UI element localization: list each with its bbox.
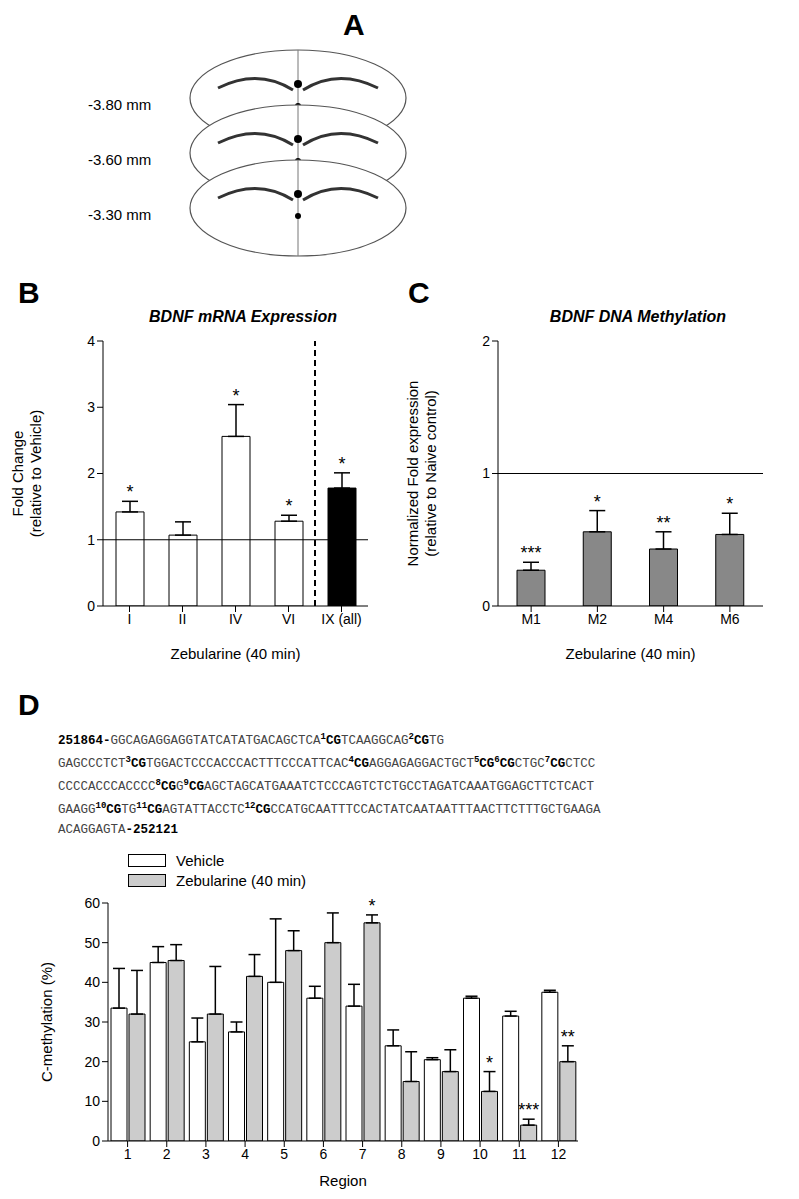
svg-text:C-methylation (%): C-methylation (%) xyxy=(38,962,55,1082)
svg-text:4: 4 xyxy=(87,333,95,349)
svg-text:2: 2 xyxy=(87,465,95,481)
svg-text:*: * xyxy=(368,896,375,916)
svg-text:4: 4 xyxy=(241,1146,249,1162)
svg-text:*: * xyxy=(126,482,133,502)
html-text:251864- GGCAGAGGAGGTATCATATGAC: 251864- GGCAGAGGAGGTATCATATGACAGCTCA1CG … xyxy=(58,732,444,749)
svg-text:60: 60 xyxy=(84,895,100,911)
svg-text:9: 9 xyxy=(437,1146,445,1162)
svg-text:Zebularine (40 min): Zebularine (40 min) xyxy=(565,645,695,662)
svg-text:40: 40 xyxy=(84,974,100,990)
svg-text:8: 8 xyxy=(398,1146,406,1162)
svg-text:IV: IV xyxy=(229,611,243,627)
svg-text:2: 2 xyxy=(482,333,490,349)
svg-text:*: * xyxy=(726,494,733,514)
svg-text:50: 50 xyxy=(84,935,100,951)
svg-text:*: * xyxy=(285,496,292,516)
html-text:A: A xyxy=(343,8,365,41)
svg-text:1: 1 xyxy=(482,465,490,481)
svg-text:Normalized Fold expression(rel: Normalized Fold expression(relative to N… xyxy=(404,381,439,567)
svg-text:30: 30 xyxy=(84,1014,100,1030)
html-text:GAGCCCTCT3CG TGGACTCCCACCCACTT: GAGCCCTCT3CG TGGACTCCCACCCACTTTCCCATTCAC… xyxy=(58,755,596,772)
svg-text:1: 1 xyxy=(87,532,95,548)
html-text:CCCCACCCACCCC8CG G9CG AGCTAGCA: CCCCACCCACCCC8CG G9CG AGCTAGCATGAAATCTCC… xyxy=(58,778,594,795)
svg-text:7: 7 xyxy=(359,1146,367,1162)
svg-text:*: * xyxy=(594,492,601,512)
svg-text:Zebularine (40 min): Zebularine (40 min) xyxy=(170,645,300,662)
html-text:B: B xyxy=(18,276,40,309)
svg-text:11: 11 xyxy=(512,1146,527,1162)
svg-text:12: 12 xyxy=(551,1146,567,1162)
html-text:ACAGGAGTA -252121: ACAGGAGTA -252121 xyxy=(58,822,178,837)
svg-text:10: 10 xyxy=(84,1093,100,1109)
svg-text:0: 0 xyxy=(482,598,490,614)
svg-text:0: 0 xyxy=(87,598,95,614)
svg-text:M6: M6 xyxy=(720,611,740,627)
svg-text:*: * xyxy=(486,1053,493,1073)
html-text:-3.30 mm: -3.30 mm xyxy=(88,206,152,223)
svg-text:**: ** xyxy=(561,1027,575,1047)
svg-text:I: I xyxy=(128,611,132,627)
html-text:-3.60 mm: -3.60 mm xyxy=(88,151,152,168)
svg-text:3: 3 xyxy=(87,399,95,415)
svg-text:2: 2 xyxy=(163,1146,171,1162)
svg-text:5: 5 xyxy=(280,1146,288,1162)
svg-text:VI: VI xyxy=(282,611,295,627)
html-text:-3.80 mm: -3.80 mm xyxy=(88,96,152,113)
svg-text:***: *** xyxy=(520,543,541,563)
html-text:D: D xyxy=(18,688,40,721)
svg-text:0: 0 xyxy=(92,1133,100,1149)
svg-text:10: 10 xyxy=(472,1146,488,1162)
svg-text:1: 1 xyxy=(124,1146,132,1162)
svg-text:***: *** xyxy=(518,1100,539,1120)
svg-text:Region: Region xyxy=(319,1172,367,1189)
svg-text:6: 6 xyxy=(320,1146,328,1162)
svg-text:IX (all): IX (all) xyxy=(321,611,361,627)
svg-text:M2: M2 xyxy=(588,611,608,627)
html-text:BDNF mRNA Expression: BDNF mRNA Expression xyxy=(149,308,337,325)
svg-text:II: II xyxy=(179,611,187,627)
svg-text:*: * xyxy=(232,386,239,406)
svg-text:*: * xyxy=(338,454,345,474)
html-text:Vehicle: Vehicle xyxy=(176,851,225,869)
svg-text:Fold Change(relative to Vehicl: Fold Change(relative to Vehicle) xyxy=(9,410,44,538)
html-text:BDNF DNA Methylation: BDNF DNA Methylation xyxy=(549,308,727,325)
svg-text:**: ** xyxy=(656,513,670,533)
svg-text:3: 3 xyxy=(202,1146,210,1162)
svg-text:M1: M1 xyxy=(521,611,541,627)
svg-text:20: 20 xyxy=(84,1054,100,1070)
svg-text:M4: M4 xyxy=(654,611,674,627)
html-text:C: C xyxy=(408,276,430,309)
html-text:GAAGG10CG TG11CG AGTATTACCTC12: GAAGG10CG TG11CG AGTATTACCTC12CG CCATGCA… xyxy=(58,801,601,818)
html-text:Zebularine (40 min): Zebularine (40 min) xyxy=(176,871,307,889)
